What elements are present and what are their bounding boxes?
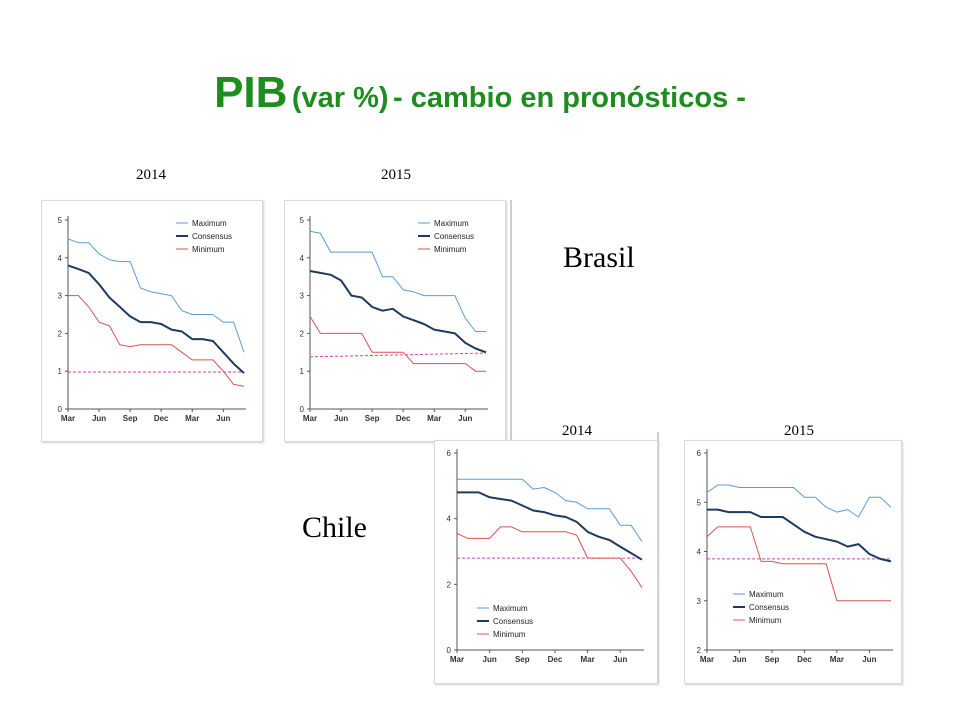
y-tick-label: 4 (58, 254, 63, 263)
legend-label-maximum: Maximum (749, 590, 784, 599)
legend-label-consensus: Consensus (493, 617, 533, 626)
divider-brasil (510, 200, 512, 440)
y-tick-label: 0 (58, 405, 63, 414)
series-maximum (706, 484, 892, 518)
slide-title: PIB (var %) - cambio en pronósticos - (0, 68, 960, 118)
y-tick-label: 3 (58, 292, 63, 301)
x-tick-label: Mar (303, 414, 317, 423)
x-tick-label: Sep (365, 414, 380, 423)
x-tick-label: Mar (450, 655, 464, 664)
y-tick-label: 1 (58, 367, 63, 376)
legend-label-minimum: Minimum (493, 630, 526, 639)
y-tick-label: 5 (58, 216, 63, 225)
x-tick-label: Dec (396, 414, 411, 423)
series-consensus (707, 508, 892, 563)
chart-brasil-2015: 0 1 2 3 4 5 Mar Jun Sep Dec Mar Jun Maximum Consensus… (300, 216, 488, 423)
y-tick-label: 3 (300, 292, 305, 301)
divider-chile-left (657, 432, 659, 682)
legend-label-maximum: Maximum (192, 219, 227, 228)
x-tick-label: Jun (732, 655, 746, 664)
x-tick-label: Jun (458, 414, 472, 423)
chart-panel-brasil-2014: 0 1 2 3 4 5 Mar Jun Sep Dec Mar Jun Maximum Consensus… (41, 200, 263, 442)
chart-chile-2014: 0 2 4 6 Mar Jun Sep Dec Mar Jun Maximum Consensus Mi… (447, 449, 644, 664)
x-tick-label: Sep (765, 655, 780, 664)
chart-panel-chile-2014: 0 2 4 6 Mar Jun Sep Dec Mar Jun Maximum Consensus Mi… (434, 440, 658, 684)
y-tick-label: 4 (300, 254, 305, 263)
legend-label-consensus: Consensus (749, 603, 789, 612)
x-tick-label: Jun (613, 655, 627, 664)
y-tick-label: 2 (447, 580, 452, 589)
x-tick-label: Mar (185, 414, 199, 423)
legend-label-maximum: Maximum (434, 219, 469, 228)
title-rest: - cambio en pronósticos - (393, 82, 746, 114)
series-consensus (457, 491, 643, 561)
y-tick-label: 5 (300, 216, 305, 225)
title-main: PIB (214, 68, 288, 117)
series-minimum (309, 316, 486, 372)
y-tick-label: 5 (697, 498, 702, 507)
x-tick-label: Dec (548, 655, 563, 664)
chart-chile-2015: 2 3 4 5 6 Mar Jun Sep Dec Mar Jun Maximum Consensus M… (697, 449, 893, 664)
legend-label-consensus: Consensus (434, 232, 474, 241)
series-consensus (309, 270, 487, 354)
chart-brasil-2014: 0 1 2 3 4 5 Mar Jun Sep Dec Mar Jun Maximum Consensus… (58, 216, 246, 423)
year-label-chile-2015: 2015 (784, 423, 814, 439)
x-tick-label: Sep (123, 414, 138, 423)
series-maximum (309, 230, 486, 332)
series-minimum (456, 526, 643, 588)
x-tick-label: Mar (830, 655, 844, 664)
series-maximum (67, 238, 245, 353)
series-minimum (706, 526, 891, 602)
x-tick-label: Jun (334, 414, 348, 423)
x-tick-label: Mar (61, 414, 75, 423)
chart-panel-brasil-2015: 0 1 2 3 4 5 Mar Jun Sep Dec Mar Jun Maximum Consensus… (284, 200, 506, 442)
x-tick-label: Dec (154, 414, 169, 423)
title-paren: (var %) (291, 82, 389, 114)
x-tick-label: Mar (427, 414, 441, 423)
year-label-chile-2014: 2014 (562, 423, 592, 439)
x-tick-label: Jun (216, 414, 230, 423)
y-tick-label: 3 (697, 597, 702, 606)
series-maximum (457, 478, 643, 542)
y-tick-label: 6 (447, 449, 452, 458)
y-tick-label: 4 (447, 515, 452, 524)
legend-label-maximum: Maximum (493, 604, 528, 613)
y-tick-label: 2 (58, 329, 63, 338)
chart-panel-chile-2015: 2 3 4 5 6 Mar Jun Sep Dec Mar Jun Maximum Consensus M… (684, 440, 902, 684)
year-label-brasil-2015: 2015 (381, 167, 411, 183)
y-tick-label: 1 (300, 367, 305, 376)
x-tick-label: Mar (700, 655, 714, 664)
x-tick-label: Mar (580, 655, 594, 664)
series-consensus (67, 264, 245, 374)
legend-label-minimum: Minimum (192, 245, 225, 254)
legend-label-minimum: Minimum (749, 616, 782, 625)
legend-label-minimum: Minimum (434, 245, 467, 254)
legend-label-consensus: Consensus (192, 232, 232, 241)
x-tick-label: Sep (515, 655, 530, 664)
year-label-brasil-2014: 2014 (136, 167, 166, 183)
y-tick-label: 2 (697, 646, 702, 655)
reference-line (309, 352, 487, 358)
y-tick-label: 0 (447, 646, 452, 655)
x-tick-label: Jun (92, 414, 106, 423)
country-label-chile: Chile (302, 511, 367, 544)
y-tick-label: 0 (300, 405, 305, 414)
series-minimum (68, 295, 245, 387)
country-label-brasil: Brasil (563, 241, 635, 274)
x-tick-label: Jun (862, 655, 876, 664)
y-tick-label: 2 (300, 329, 305, 338)
x-tick-label: Jun (483, 655, 497, 664)
x-tick-label: Dec (797, 655, 812, 664)
y-tick-label: 4 (697, 548, 702, 557)
y-tick-label: 6 (697, 449, 702, 458)
